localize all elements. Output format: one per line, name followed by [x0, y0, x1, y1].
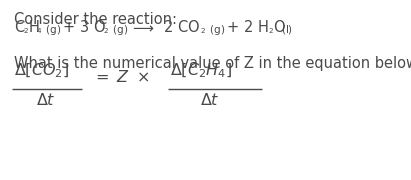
Text: What is the numerical value of Z in the equation below?: What is the numerical value of Z in the …	[14, 56, 411, 71]
Text: $\Delta[\mathit{CO}_2]$: $\Delta[\mathit{CO}_2]$	[14, 61, 69, 80]
Text: $\longrightarrow$: $\longrightarrow$	[130, 20, 155, 35]
Text: $\mathrm{\ (g)}$: $\mathrm{\ (g)}$	[109, 23, 128, 37]
Text: $\mathrm{C}$: $\mathrm{C}$	[14, 19, 25, 35]
Text: $\mathrm{_2}$: $\mathrm{_2}$	[103, 26, 109, 36]
Text: $\Delta t$: $\Delta t$	[36, 92, 56, 108]
Text: Consider the reaction:: Consider the reaction:	[14, 12, 177, 27]
Text: $\mathrm{_2}$: $\mathrm{_2}$	[23, 26, 29, 36]
Text: $\mathrm{\ (g)}$: $\mathrm{\ (g)}$	[42, 23, 61, 37]
Text: $\mathrm{O}$: $\mathrm{O}$	[273, 19, 286, 35]
Text: $\mathrm{+\ 2\ H}$: $\mathrm{+\ 2\ H}$	[226, 19, 268, 35]
Text: $\mathrm{\ (g)}$: $\mathrm{\ (g)}$	[206, 23, 225, 37]
Text: $\Delta t$: $\Delta t$	[200, 92, 220, 108]
Text: $\mathrm{H}$: $\mathrm{H}$	[28, 19, 39, 35]
Text: $\mathrm{_4}$: $\mathrm{_4}$	[36, 26, 42, 36]
Text: $\mathrm{(l)}$: $\mathrm{(l)}$	[281, 24, 293, 37]
Text: $\mathrm{2\ CO}$: $\mathrm{2\ CO}$	[163, 19, 200, 35]
Text: $\mathrm{+\ 3\ O}$: $\mathrm{+\ 3\ O}$	[62, 19, 106, 35]
Text: $= \ \mathbf{\mathit{Z}} \ \times$: $= \ \mathbf{\mathit{Z}} \ \times$	[92, 69, 149, 85]
Text: $\mathrm{_2}$: $\mathrm{_2}$	[200, 26, 206, 36]
Text: $\mathrm{_2}$: $\mathrm{_2}$	[268, 26, 274, 36]
Text: $\Delta[\mathit{C}_2\mathit{H}_4]$: $\Delta[\mathit{C}_2\mathit{H}_4]$	[170, 61, 233, 80]
